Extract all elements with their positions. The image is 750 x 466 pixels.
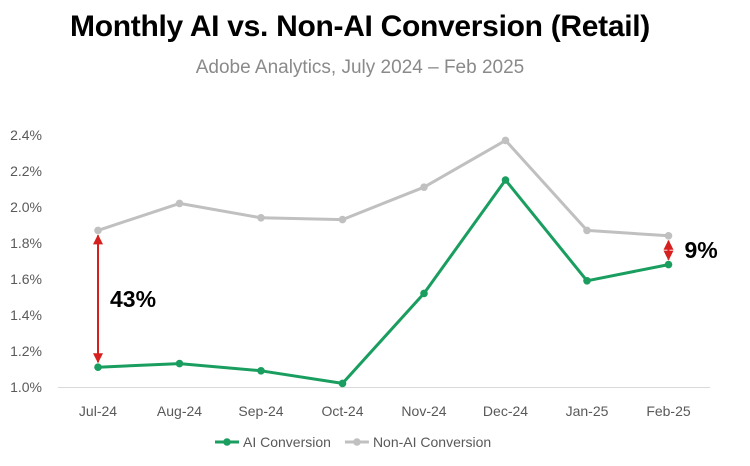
data-point-ai bbox=[94, 363, 102, 372]
data-point-non-ai bbox=[175, 199, 184, 208]
x-tick-label: Feb-25 bbox=[646, 403, 691, 419]
y-tick-label: 1.8% bbox=[10, 235, 42, 251]
data-point-non-ai bbox=[420, 183, 428, 191]
data-point-non-ai bbox=[583, 226, 591, 235]
data-point-ai bbox=[501, 176, 510, 184]
y-tick-label: 1.6% bbox=[10, 271, 42, 287]
y-tick-label: 2.4% bbox=[10, 127, 42, 143]
data-point-ai bbox=[583, 277, 591, 285]
x-tick-label: Sep-24 bbox=[238, 403, 283, 419]
data-point-ai bbox=[257, 367, 265, 375]
y-tick-label: 1.0% bbox=[10, 379, 42, 395]
data-point-ai bbox=[420, 289, 428, 298]
chart-title: Monthly AI vs. Non-AI Conversion (Retail… bbox=[70, 10, 650, 43]
difference-label: 9% bbox=[685, 237, 718, 263]
series-layer bbox=[94, 136, 673, 388]
y-tick-label: 2.0% bbox=[10, 199, 42, 215]
x-tick-label: Oct-24 bbox=[321, 403, 363, 419]
data-point-non-ai bbox=[94, 226, 102, 235]
legend-marker bbox=[353, 438, 361, 446]
x-tick-label: Nov-24 bbox=[401, 403, 446, 419]
y-tick-label: 1.4% bbox=[10, 307, 42, 323]
data-point-non-ai bbox=[501, 136, 510, 145]
x-axis: Jul-24 Aug-24 Sep-24 Oct-24 Nov-24 Dec-24 Jan-… bbox=[58, 387, 710, 419]
x-tick-label: Dec-24 bbox=[483, 403, 528, 419]
series-line-non-ai bbox=[97, 138, 669, 238]
data-point-ai bbox=[175, 359, 184, 368]
chart-subtitle: Adobe Analytics, July 2024 – Feb 2025 bbox=[195, 57, 525, 78]
y-axis: 1.0% 1.2% 1.4% 1.6% 1.8% 2.0% 2.2% 2.4% bbox=[10, 127, 42, 395]
data-point-non-ai bbox=[257, 214, 265, 222]
data-point-ai bbox=[338, 379, 347, 388]
annotation-layer: 43% 9% bbox=[93, 234, 718, 364]
x-tick-label: Aug-24 bbox=[157, 403, 202, 419]
difference-label: 43% bbox=[110, 286, 156, 312]
legend-label: AI Conversion bbox=[243, 434, 331, 450]
legend-label: Non-AI Conversion bbox=[373, 434, 491, 450]
x-tick-label: Jul-24 bbox=[79, 403, 117, 419]
legend: AI Conversion Non-AI Conversion bbox=[215, 434, 491, 450]
y-tick-label: 1.2% bbox=[10, 343, 42, 359]
legend-marker bbox=[223, 438, 231, 446]
data-point-ai bbox=[664, 260, 673, 269]
y-tick-label: 2.2% bbox=[10, 163, 42, 179]
x-tick-label: Jan-25 bbox=[566, 403, 609, 419]
data-point-non-ai bbox=[338, 215, 347, 224]
series-line-ai bbox=[97, 178, 669, 385]
data-point-non-ai bbox=[664, 232, 673, 240]
